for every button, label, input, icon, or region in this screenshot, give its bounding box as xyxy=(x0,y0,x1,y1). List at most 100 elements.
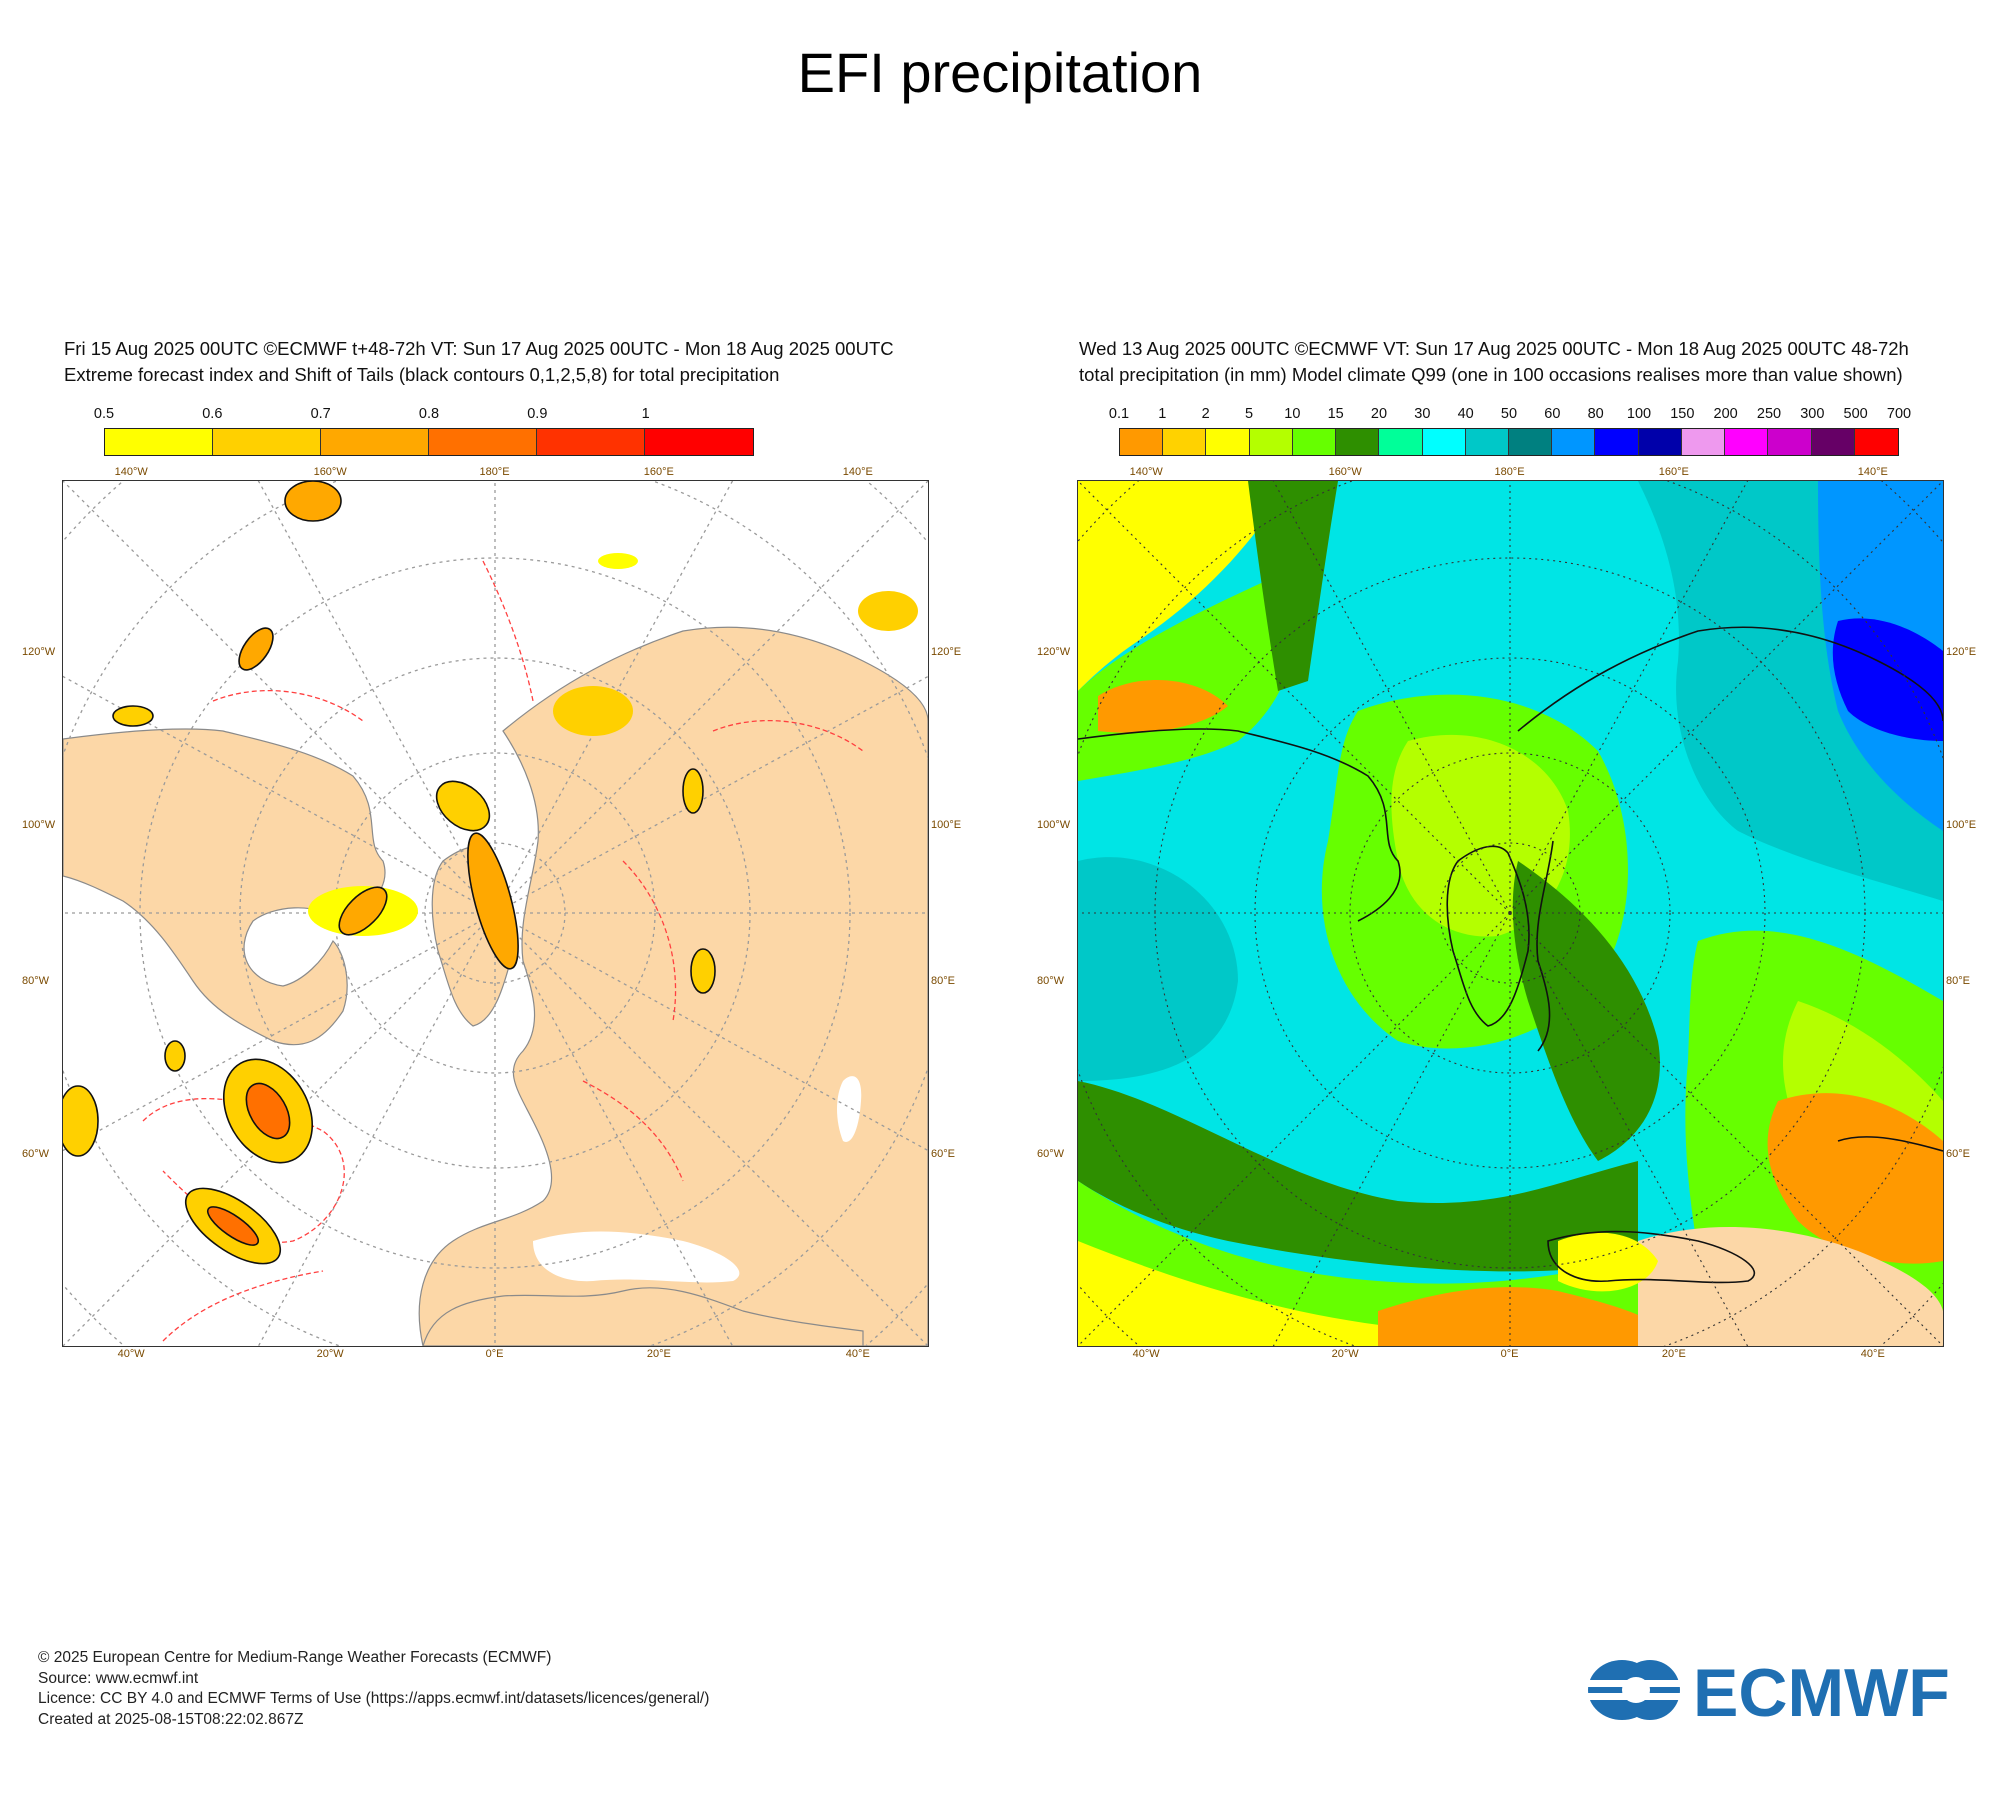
colorbar-label: 30 xyxy=(1414,406,1431,422)
map-tick-label: 100°E xyxy=(931,819,962,831)
map-tick-label: 40°W xyxy=(1132,1348,1160,1360)
colorbar-swatch xyxy=(1163,429,1207,455)
map-tick-label: 20°W xyxy=(1331,1348,1359,1360)
map-tick-label: 20°W xyxy=(316,1348,344,1360)
footer-copyright: © 2025 European Centre for Medium-Range … xyxy=(38,1649,552,1666)
map-tick-label: 140°W xyxy=(114,466,148,478)
map-tick-label: 100°W xyxy=(1037,819,1071,831)
colorbar-label: 0.6 xyxy=(202,406,223,422)
map-tick-label: 120°W xyxy=(22,646,56,658)
colorbar-label: 200 xyxy=(1713,406,1738,422)
colorbar-swatch xyxy=(213,429,321,455)
footer-licence[interactable]: Licence: CC BY 4.0 and ECMWF Terms of Us… xyxy=(38,1690,710,1707)
logo-text: ECMWF xyxy=(1693,1656,1950,1724)
efi-colorbar-boxes xyxy=(104,428,754,456)
map-tick-label: 20°E xyxy=(1661,1348,1686,1360)
colorbar-label: 20 xyxy=(1370,406,1388,422)
colorbar-swatch xyxy=(1854,429,1898,455)
colorbar-label: 500 xyxy=(1843,406,1868,422)
colorbar-label: 0.5 xyxy=(93,406,115,422)
climate-map-svg xyxy=(1078,481,1943,1346)
map-tick-label: 160°E xyxy=(1658,466,1689,478)
ecmwf-logo: ECMWF xyxy=(1588,1656,1950,1724)
colorbar-swatch xyxy=(1681,429,1726,455)
efi-header-line1: Fri 15 Aug 2025 00UTC ©ECMWF t+48-72h VT… xyxy=(64,338,894,359)
climate-colorbar-labels: 0.1 1 2 5 10 15 20 30 40 50 60 80 100 150 200 250 300 500… xyxy=(1109,406,1911,426)
efi-map xyxy=(62,480,929,1347)
page-title: EFI precipitation xyxy=(797,41,1203,104)
efi-land-north-africa xyxy=(422,1287,864,1346)
map-tick-label: 60°W xyxy=(1037,1147,1065,1160)
colorbar-swatch xyxy=(1120,429,1164,455)
colorbar-label: 50 xyxy=(1500,406,1518,422)
colorbar-label: 150 xyxy=(1670,406,1695,422)
map-tick-label: 180°E xyxy=(1494,466,1525,478)
map-tick-label: 40°E xyxy=(1860,1348,1885,1360)
colorbar-swatch xyxy=(1422,429,1466,455)
colorbar-swatch xyxy=(1336,429,1380,455)
footer-created: Created at 2025-08-15T08:22:02.867Z xyxy=(38,1710,304,1728)
colorbar-label: 700 xyxy=(1886,406,1912,422)
colorbar-swatch xyxy=(645,429,753,455)
climate-coastlines xyxy=(1078,626,1943,1284)
efi-colorbar: 0.5 0.6 0.7 0.8 0.9 1 xyxy=(94,406,754,456)
colorbar-swatch xyxy=(1206,429,1250,455)
colorbar-swatch xyxy=(1638,429,1682,455)
map-tick-label: 80°E xyxy=(1946,974,1970,987)
colorbar-swatch xyxy=(105,429,213,455)
climate-header-line2: total precipitation (in mm) Model climat… xyxy=(1079,364,1903,385)
footer-source[interactable]: Source: www.ecmwf.int xyxy=(38,1669,199,1687)
colorbar-label: 0.7 xyxy=(310,406,331,422)
colorbar-swatch xyxy=(1379,429,1423,455)
efi-sea-mediterranean xyxy=(533,1231,740,1283)
climate-colorbar-boxes xyxy=(1119,428,1899,456)
map-tick-label: 40°E xyxy=(845,1348,870,1360)
efi-sea-caspian xyxy=(837,1076,862,1142)
colorbar-label: 0.1 xyxy=(1108,406,1130,422)
climate-map xyxy=(1077,480,1944,1347)
colorbar-label: 40 xyxy=(1457,406,1474,422)
colorbar-swatch xyxy=(429,429,537,455)
colorbar-label: 250 xyxy=(1756,406,1782,422)
map-tick-label: 40°W xyxy=(117,1348,145,1360)
colorbar-swatch xyxy=(1292,429,1337,455)
efi-header-line2: Extreme forecast index and Shift of Tail… xyxy=(64,364,780,385)
map-tick-label: 120°E xyxy=(931,646,962,658)
map-tick-label: 160°W xyxy=(313,466,347,478)
climate-panel: Wed 13 Aug 2025 00UTC ©ECMWF VT: Sun 17 … xyxy=(1037,330,2000,1380)
colorbar-label: 2 xyxy=(1201,406,1210,422)
colorbar-label: 0.9 xyxy=(527,406,548,422)
map-tick-label: 100°W xyxy=(22,819,56,831)
colorbar-swatch xyxy=(1465,429,1509,455)
colorbar-swatch xyxy=(1768,429,1812,455)
colorbar-swatch xyxy=(1811,429,1855,455)
efi-header: Fri 15 Aug 2025 00UTC ©ECMWF t+48-72h VT… xyxy=(64,336,894,388)
map-tick-label: 100°E xyxy=(1946,819,1977,831)
efi-graticule xyxy=(63,481,928,1346)
colorbar-label: 60 xyxy=(1544,406,1561,422)
efi-map-svg xyxy=(63,481,928,1346)
colorbar-label: 100 xyxy=(1626,406,1652,422)
colorbar-label: 15 xyxy=(1327,406,1344,422)
map-tick-label: 120°E xyxy=(1946,646,1977,658)
map-tick-label: 80°W xyxy=(22,974,50,987)
climate-header-line1: Wed 13 Aug 2025 00UTC ©ECMWF VT: Sun 17 … xyxy=(1079,338,1909,359)
climate-colorbar: 0.1 1 2 5 10 15 20 30 40 50 60 80 100 150 200 250 300 500… xyxy=(1109,406,1911,456)
efi-colorbar-labels: 0.5 0.6 0.7 0.8 0.9 1 xyxy=(94,406,754,426)
efi-panel: Fri 15 Aug 2025 00UTC ©ECMWF t+48-72h VT… xyxy=(22,330,990,1380)
colorbar-swatch xyxy=(321,429,429,455)
colorbar-swatch xyxy=(1552,429,1596,455)
colorbar-label: 300 xyxy=(1800,406,1825,422)
map-tick-label: 60°E xyxy=(931,1147,955,1160)
map-tick-label: 0°E xyxy=(485,1348,504,1360)
colorbar-label: 0.8 xyxy=(418,406,440,422)
map-tick-label: 140°W xyxy=(1129,466,1163,478)
colorbar-swatch xyxy=(1508,429,1553,455)
climate-header: Wed 13 Aug 2025 00UTC ©ECMWF VT: Sun 17 … xyxy=(1079,336,1909,388)
map-tick-label: 160°E xyxy=(643,466,674,478)
colorbar-label: 1 xyxy=(1158,406,1167,422)
colorbar-label: 80 xyxy=(1587,406,1604,422)
map-tick-label: 180°E xyxy=(479,466,510,478)
map-tick-label: 80°W xyxy=(1037,974,1065,987)
map-tick-label: 60°E xyxy=(1946,1147,1970,1160)
